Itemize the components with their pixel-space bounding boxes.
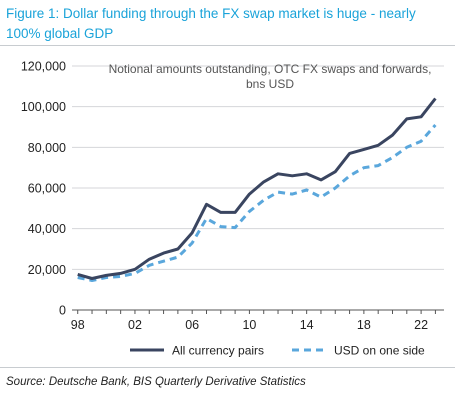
x-axis: 98 02 06 10 14 18 22 <box>71 309 444 332</box>
y-tick-label: 20,000 <box>28 263 66 277</box>
x-tick-label: 14 <box>300 318 314 332</box>
y-tick-label: 100,000 <box>21 100 66 114</box>
x-tick-label: 98 <box>71 318 85 332</box>
top-divider <box>0 45 455 46</box>
y-tick-label: 0 <box>59 304 66 318</box>
figure-title: Figure 1: Dollar funding through the FX … <box>6 6 416 41</box>
y-tick-label: 80,000 <box>28 141 66 155</box>
series-line <box>77 124 437 282</box>
series-line <box>77 97 437 280</box>
y-tick-label: 40,000 <box>28 222 66 236</box>
legend-label: All currency pairs <box>172 344 264 358</box>
series-lines <box>77 97 437 282</box>
y-tick-label: 120,000 <box>21 60 66 74</box>
grid-lines <box>72 65 444 270</box>
line-chart: 020,00040,00060,00080,000100,000120,000 … <box>21 60 444 358</box>
x-tick-label: 18 <box>357 318 371 332</box>
x-tick-label: 06 <box>185 318 199 332</box>
bottom-divider <box>0 367 455 368</box>
x-tick-label: 10 <box>242 318 256 332</box>
chart-annotation: Notional amounts outstanding, OTC FX swa… <box>109 62 432 91</box>
source-note: Source: Deutsche Bank, BIS Quarterly Der… <box>6 376 306 388</box>
y-tick-label: 60,000 <box>28 182 66 196</box>
x-tick-label: 22 <box>414 318 428 332</box>
annotation-line: Notional amounts outstanding, OTC FX swa… <box>109 62 432 76</box>
y-axis-ticks: 0 20,000 40,000 60,000 80,000 100,000 120,000 <box>21 60 66 318</box>
legend-label: USD on one side <box>334 344 425 358</box>
annotation-line: bns USD <box>246 77 294 91</box>
x-tick-label: 02 <box>128 318 142 332</box>
legend: All currency pairs USD on one side <box>130 344 425 358</box>
